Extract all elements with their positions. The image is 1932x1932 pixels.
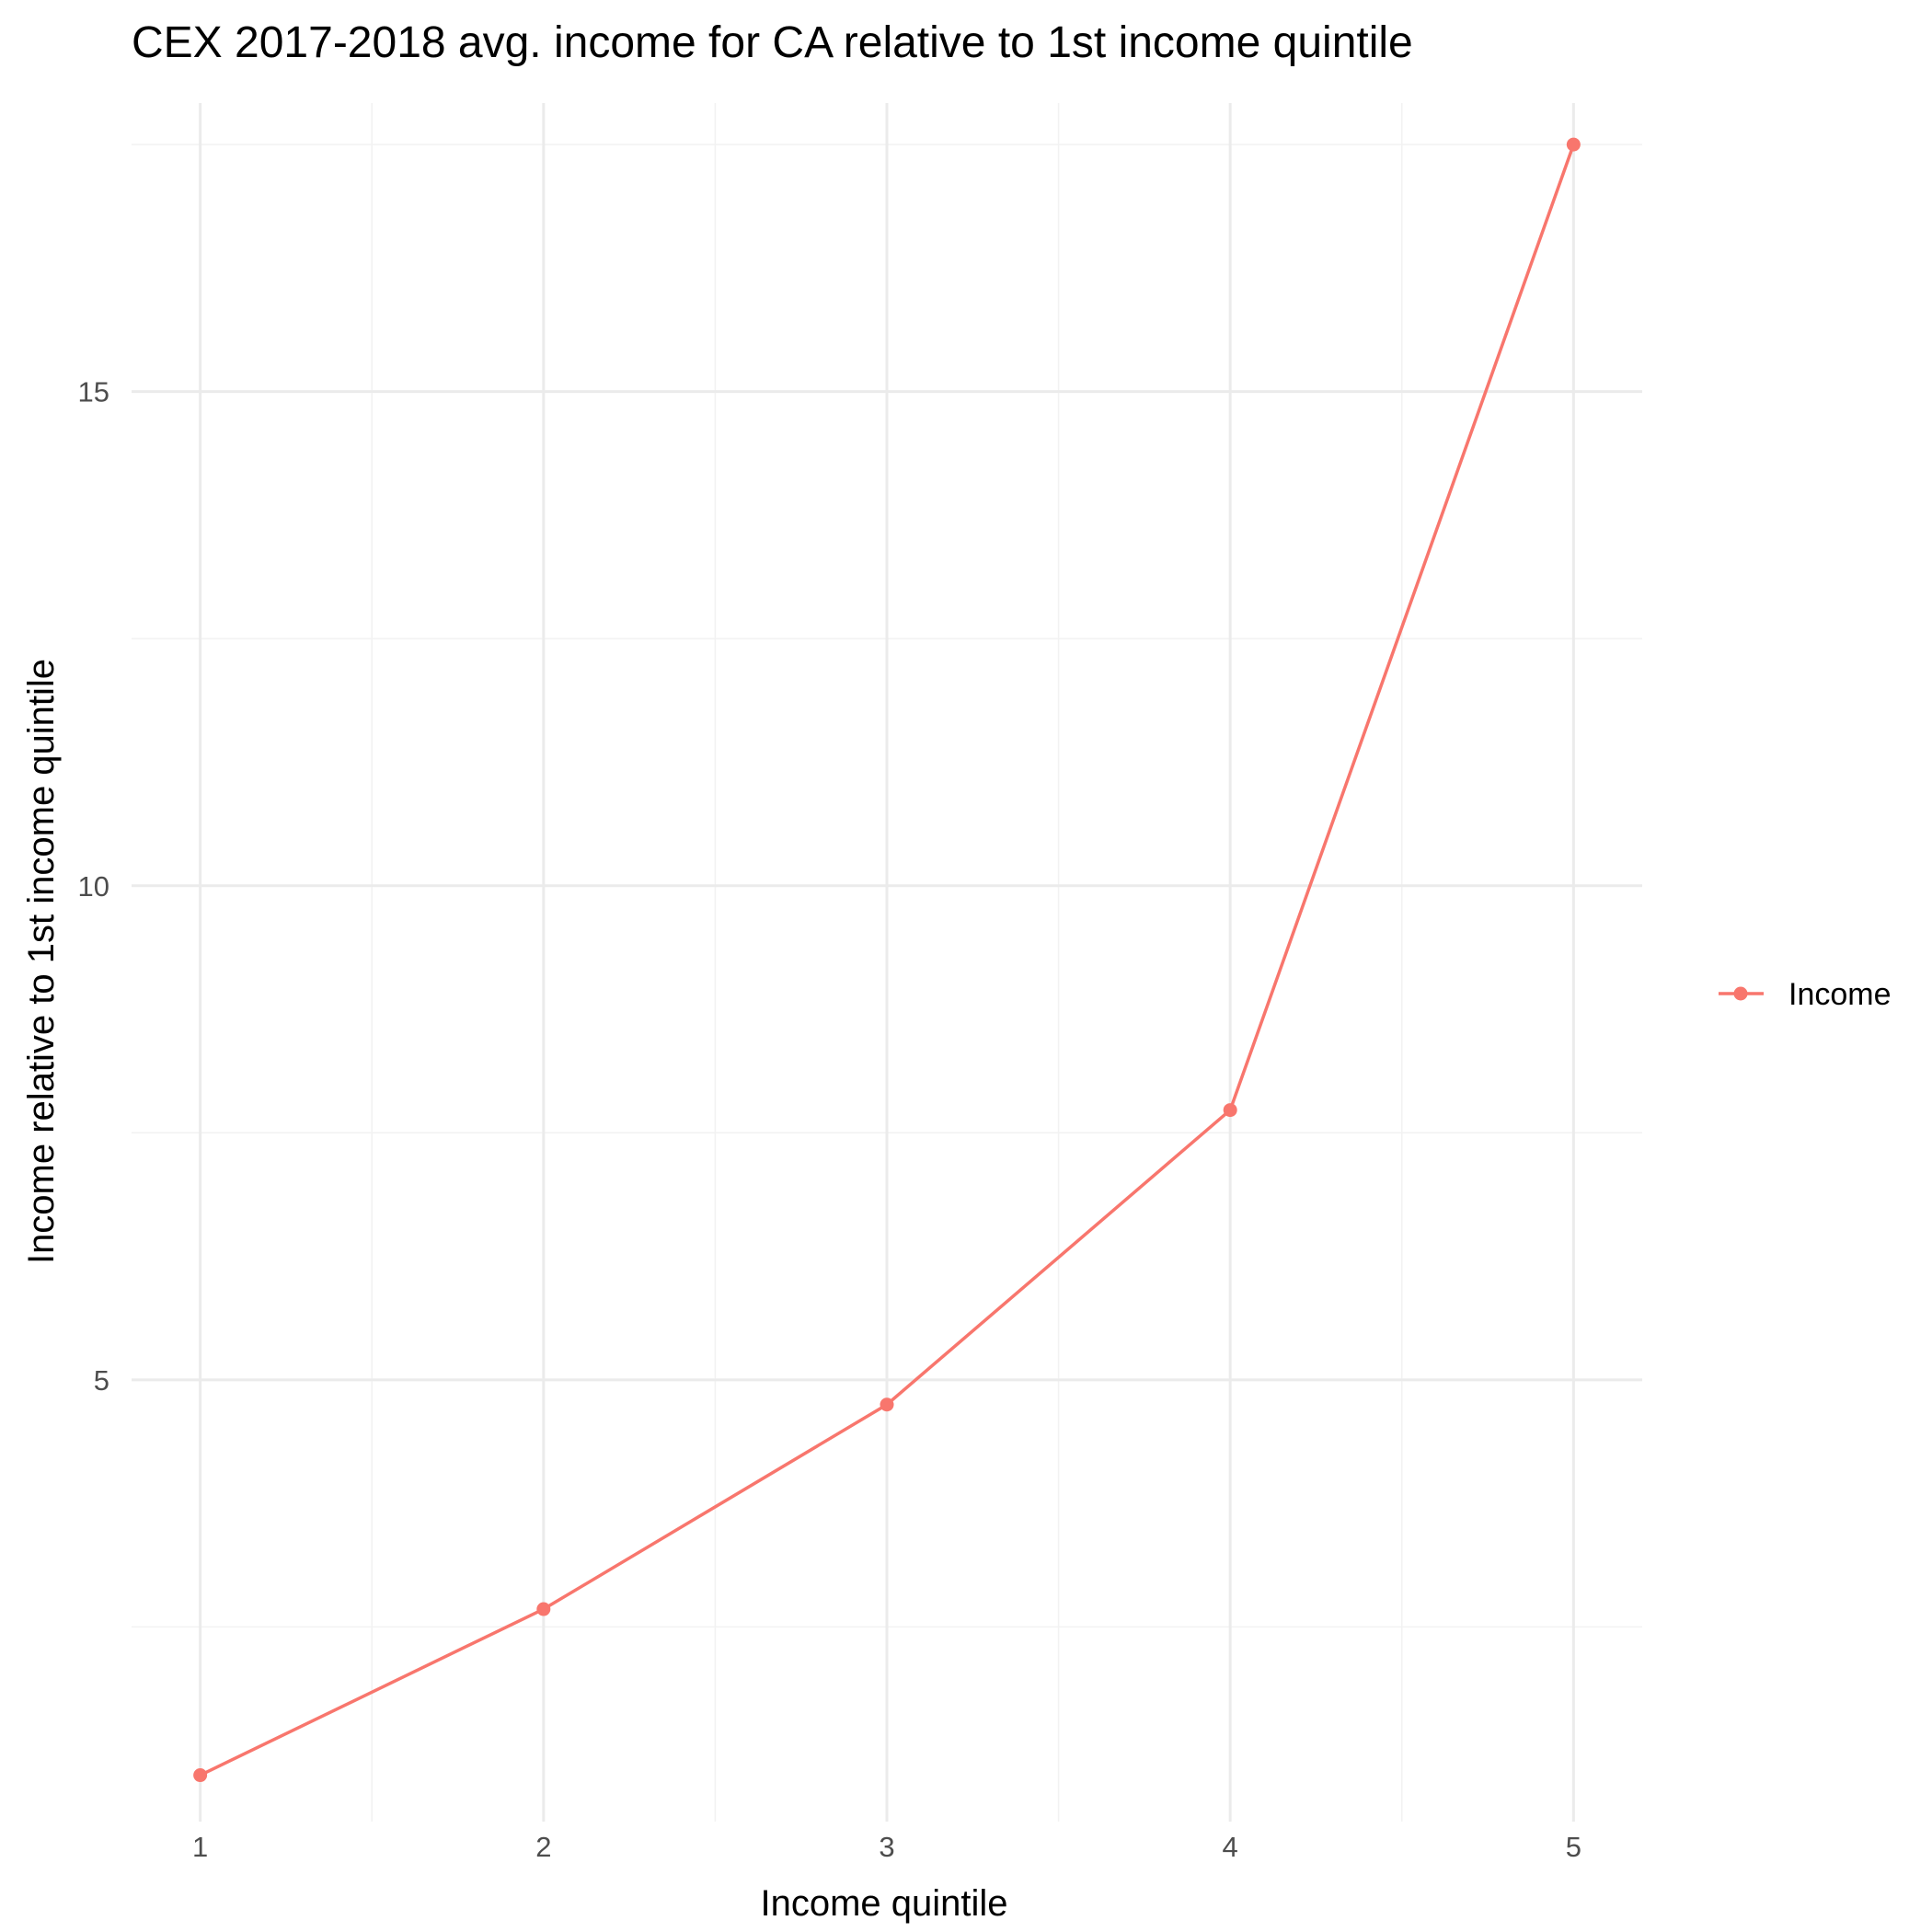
data-point xyxy=(880,1397,894,1412)
series-layer xyxy=(193,137,1581,1783)
x-axis-ticks: 1 2 3 4 5 xyxy=(192,1831,1581,1863)
y-tick-label: 10 xyxy=(78,870,109,903)
x-tick-label: 2 xyxy=(535,1831,551,1863)
x-tick-label: 5 xyxy=(1566,1831,1581,1863)
y-axis-title: Income relative to 1st income quintile xyxy=(21,659,62,1264)
data-point xyxy=(1566,137,1581,152)
x-tick-label: 4 xyxy=(1223,1831,1238,1863)
chart-title: CEX 2017-2018 avg. income for CA relativ… xyxy=(132,18,1413,67)
data-point xyxy=(536,1602,551,1616)
y-axis-ticks: 5 10 15 xyxy=(78,376,109,1397)
data-point xyxy=(1223,1103,1237,1118)
legend-key-point xyxy=(1733,986,1748,1001)
x-tick-label: 3 xyxy=(879,1831,894,1863)
legend-label: Income xyxy=(1788,977,1892,1012)
x-tick-label: 1 xyxy=(192,1831,208,1863)
major-gridlines xyxy=(132,103,1642,1822)
y-tick-label: 5 xyxy=(94,1364,109,1397)
x-axis-title: Income quintile xyxy=(760,1883,1007,1924)
data-point xyxy=(193,1768,208,1783)
y-tick-label: 15 xyxy=(78,376,109,408)
legend: Income xyxy=(1719,977,1892,1012)
